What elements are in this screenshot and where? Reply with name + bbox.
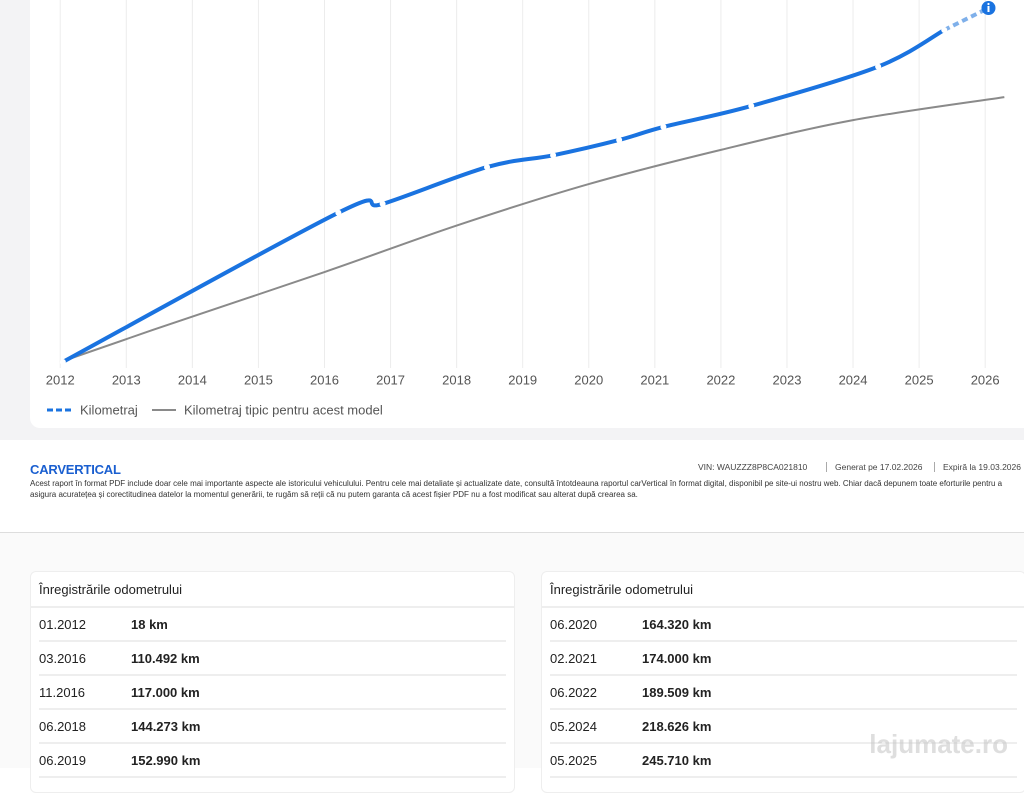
x-tick-label: 2020 bbox=[574, 372, 603, 387]
date: 01.2012 bbox=[39, 617, 86, 632]
x-tick-label: 2019 bbox=[508, 372, 537, 387]
date: 06.2020 bbox=[550, 617, 597, 632]
mileage: 218.626 km bbox=[642, 719, 712, 734]
info-glyph bbox=[987, 2, 990, 6]
mileage: 144.273 km bbox=[131, 719, 201, 734]
generated: Generat pe 17.02.2026 bbox=[826, 462, 922, 472]
odometer-card: Înregistrările odometrului 01.2012 18 km 03… bbox=[30, 571, 515, 793]
data-point bbox=[748, 102, 755, 109]
x-tick-label: 2026 bbox=[971, 372, 1000, 387]
data-point bbox=[484, 164, 491, 171]
card-title: Înregistrările odometrului bbox=[542, 572, 1024, 608]
table-row: 03.2016 110.492 km bbox=[39, 642, 506, 676]
x-tick-label: 2012 bbox=[46, 372, 75, 387]
x-tick-label: 2018 bbox=[442, 372, 471, 387]
date: 05.2024 bbox=[550, 719, 597, 734]
mileage: 18 km bbox=[131, 617, 168, 632]
tables: Înregistrările odometrului 01.2012 18 km 03… bbox=[0, 533, 1024, 793]
x-tick-label: 2015 bbox=[244, 372, 273, 387]
mileage: 164.320 km bbox=[642, 617, 712, 632]
data-point bbox=[550, 152, 557, 159]
table-row: 01.2012 18 km bbox=[39, 608, 506, 642]
mileage: 174.000 km bbox=[642, 651, 712, 666]
date: 02.2021 bbox=[550, 651, 597, 666]
date: 06.2018 bbox=[39, 719, 86, 734]
data-point bbox=[941, 27, 948, 34]
x-tick-label: 2021 bbox=[640, 372, 669, 387]
vin: VIN: WAUZZZ8P8CA021810 bbox=[698, 462, 808, 472]
data-point bbox=[379, 200, 386, 207]
date: 11.2016 bbox=[39, 685, 86, 700]
report-footer: CARVERTICAL VIN: WAUZZZ8P8CA021810 Gener… bbox=[0, 440, 1024, 533]
expires: Expiră la 19.03.2026 bbox=[934, 462, 1021, 472]
x-tick-label: 2017 bbox=[376, 372, 405, 387]
x-tick-label: 2024 bbox=[839, 372, 868, 387]
table-row: 02.2021 174.000 km bbox=[550, 642, 1017, 676]
disclaimer: Acest raport în format PDF include doar … bbox=[30, 479, 1003, 499]
mileage: 189.509 km bbox=[642, 685, 712, 700]
x-tick-label: 2025 bbox=[905, 372, 934, 387]
info-glyph bbox=[987, 6, 990, 12]
table-row: 06.2019 152.990 km bbox=[39, 744, 506, 778]
projection-line bbox=[943, 6, 990, 32]
mileage: 245.710 km bbox=[642, 753, 712, 768]
date: 05.2025 bbox=[550, 753, 597, 768]
card-title: Înregistrările odometrului bbox=[31, 572, 514, 608]
date: 03.2016 bbox=[39, 651, 86, 666]
data-point bbox=[335, 209, 342, 216]
legend-label: Kilometraj bbox=[80, 402, 138, 417]
table-row: 06.2018 144.273 km bbox=[39, 710, 506, 744]
data-point bbox=[660, 123, 667, 130]
date: 06.2019 bbox=[39, 753, 86, 768]
odometer-card: Înregistrările odometrului 06.2020 164.320… bbox=[541, 571, 1024, 793]
chart-card bbox=[30, 0, 1024, 428]
data-point bbox=[616, 136, 623, 143]
mileage: 117.000 km bbox=[131, 685, 200, 700]
x-tick-label: 2016 bbox=[310, 372, 339, 387]
series-line bbox=[59, 96, 1005, 363]
watermark: lajumate.ro bbox=[869, 729, 1008, 759]
table-row: 11.2016 117.000 km bbox=[39, 676, 506, 710]
data-point bbox=[875, 63, 882, 70]
chart-panel: Kilometraj Kilometraj tipic pentru acest… bbox=[0, 0, 1024, 440]
table-row: 06.2022 189.509 km bbox=[550, 676, 1017, 710]
legend-label: Kilometraj tipic pentru acest model bbox=[184, 402, 383, 417]
x-tick-label: 2023 bbox=[773, 372, 802, 387]
mileage: 152.990 km bbox=[131, 753, 201, 768]
chart: Kilometraj Kilometraj tipic pentru acest… bbox=[30, 0, 1024, 428]
data-point bbox=[59, 358, 66, 365]
mileage: 110.492 km bbox=[131, 651, 200, 666]
date: 06.2022 bbox=[550, 685, 597, 700]
x-tick-label: 2013 bbox=[112, 372, 141, 387]
x-tick-label: 2022 bbox=[706, 372, 735, 387]
table-row: 05.2024 218.626 km bbox=[550, 710, 1017, 744]
x-tick-label: 2014 bbox=[178, 372, 207, 387]
logo: CARVERTICAL bbox=[30, 462, 121, 477]
table-row: 06.2020 164.320 km bbox=[550, 608, 1017, 642]
